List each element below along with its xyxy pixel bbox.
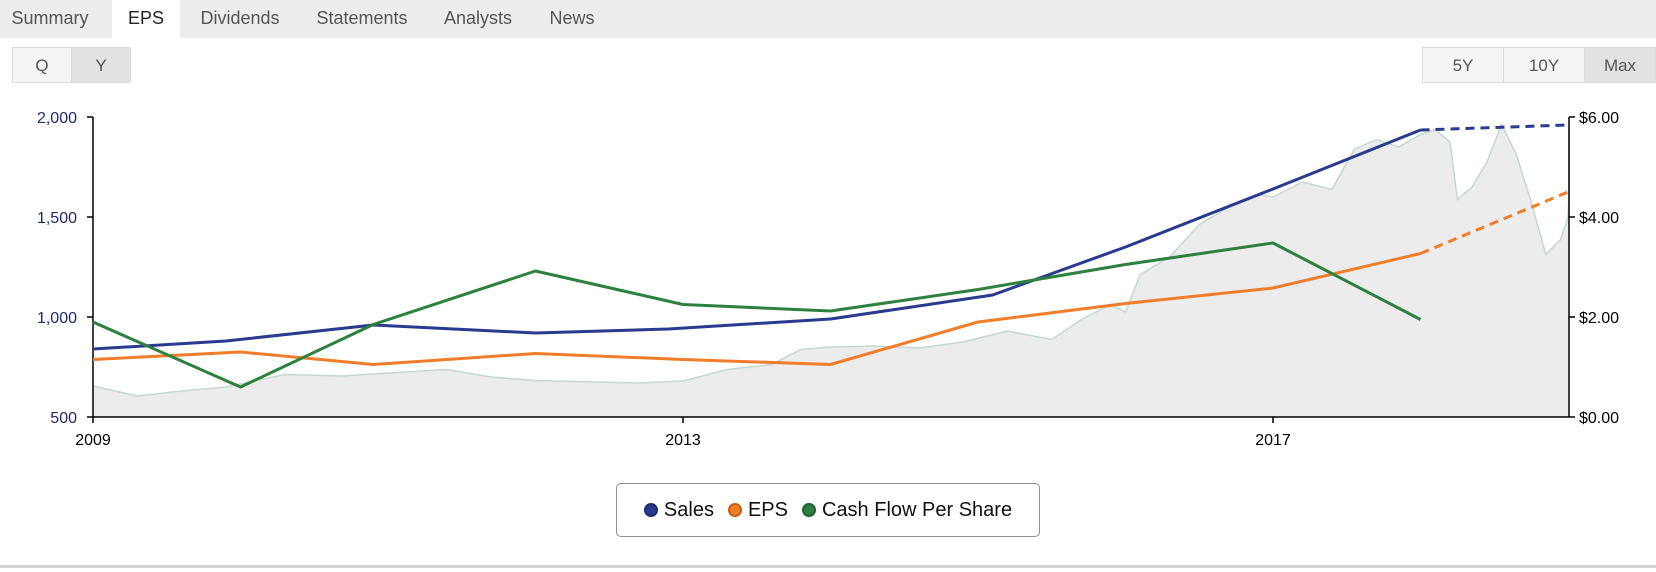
range-5y-button[interactable]: 5Y (1422, 47, 1504, 83)
y-right-tick-label: $4.00 (1579, 210, 1619, 227)
legend-label-sales: Sales (663, 498, 714, 521)
range-max-button[interactable]: Max (1584, 47, 1656, 83)
series-line-eps (92, 252, 1421, 366)
tab-eps[interactable]: EPS (112, 0, 180, 38)
legend-marker-sales (643, 503, 658, 517)
legend-item-cash-flow[interactable]: Cash Flow Per Share (801, 498, 1013, 522)
series-projection-eps (1419, 190, 1569, 255)
y-right-tick-label: $2.00 (1579, 310, 1619, 327)
tab-dividends[interactable]: Dividends (200, 8, 280, 28)
chart-legend: Sales EPS Cash Flow Per Share (616, 483, 1040, 537)
y-left-tick-label: 1,500 (37, 210, 77, 227)
tab-statements[interactable]: Statements (316, 8, 408, 28)
legend-item-eps[interactable]: EPS (727, 498, 788, 522)
series-line-cash-flow-per-share (92, 241, 1422, 389)
legend-label-eps: EPS (747, 498, 788, 521)
period-quarterly-button[interactable]: Q (12, 47, 72, 83)
x-tick-label: 2017 (1255, 432, 1291, 449)
tab-bar: Summary EPS Dividends Statements Analyst… (0, 0, 1656, 38)
tab-summary[interactable]: Summary (11, 8, 89, 28)
x-tick-label: 2009 (75, 432, 111, 449)
earnings-chart: 500 1,000 1,500 2,000 $0.00 $2.00 $4.00 $6.00 20… (37, 110, 1619, 449)
legend-marker-eps (727, 503, 742, 517)
range-10y-button[interactable]: 10Y (1503, 47, 1585, 83)
period-yearly-button[interactable]: Y (71, 47, 131, 83)
tab-analysts[interactable]: Analysts (443, 8, 513, 28)
series-projection-sales (1420, 123, 1569, 132)
tab-news[interactable]: News (549, 8, 595, 28)
bottom-divider (0, 565, 1656, 568)
legend-marker-cash-flow (801, 503, 816, 517)
legend-label-cash-flow: Cash Flow Per Share (821, 498, 1013, 521)
legend-item-sales[interactable]: Sales (643, 498, 714, 522)
y-right-tick-label: $0.00 (1579, 410, 1619, 427)
y-right-tick-label: $6.00 (1579, 110, 1619, 127)
price-area-fill (93, 124, 1569, 417)
series-line-sales (92, 128, 1422, 351)
y-left-tick-label: 2,000 (37, 110, 77, 127)
x-tick-label: 2013 (665, 432, 701, 449)
y-left-tick-label: 500 (50, 410, 77, 427)
y-left-tick-label: 1,000 (37, 310, 77, 327)
